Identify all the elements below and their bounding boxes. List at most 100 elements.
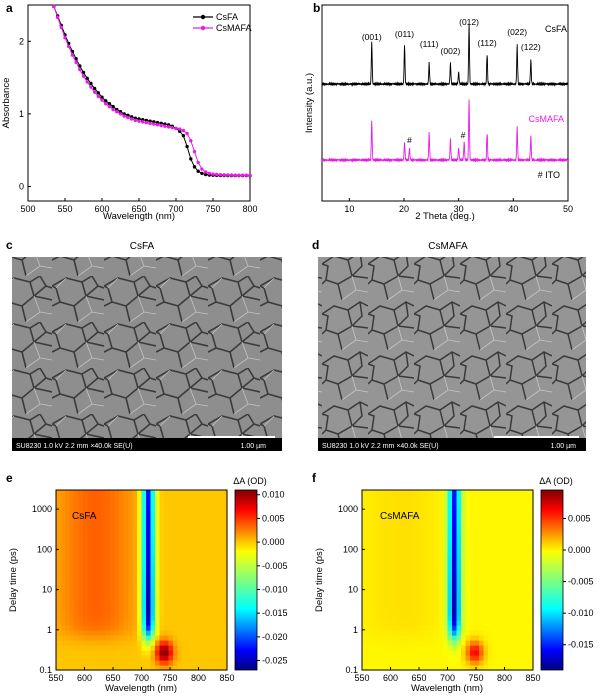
- heatmap-cell: [164, 495, 170, 501]
- heatmap-cell: [114, 495, 120, 501]
- heatmap-cell: [78, 530, 84, 536]
- heatmap-cell: [164, 500, 170, 506]
- heatmap-cell: [510, 585, 516, 591]
- heatmap-cell: [443, 525, 449, 531]
- heatmap-cell: [105, 545, 111, 551]
- heatmap-cell: [155, 585, 161, 591]
- heatmap-cell: [65, 600, 71, 606]
- heatmap-cell: [218, 565, 224, 571]
- heatmap-cell: [443, 625, 449, 631]
- heatmap-cell: [110, 605, 116, 611]
- heatmap-cell: [123, 635, 129, 641]
- heatmap-cell: [506, 555, 512, 561]
- heatmap-cell: [420, 650, 426, 656]
- heatmap-cell: [519, 615, 525, 621]
- heatmap-cell: [429, 575, 435, 581]
- heatmap-cell: [510, 555, 516, 561]
- heatmap-cell: [456, 545, 462, 551]
- heatmap-cell: [92, 540, 98, 546]
- heatmap-cell: [492, 655, 498, 661]
- heatmap-cell: [452, 640, 458, 646]
- heatmap-cell: [366, 580, 372, 586]
- heatmap-cell: [204, 660, 210, 666]
- heatmap-cell: [195, 585, 201, 591]
- legend-marker: [200, 25, 206, 31]
- heatmap-cell: [411, 590, 417, 596]
- heatmap-cell: [137, 645, 143, 651]
- heatmap-cell: [389, 565, 395, 571]
- heatmap-cell: [501, 535, 507, 541]
- heatmap-cell: [114, 525, 120, 531]
- heatmap-cell: [488, 630, 494, 636]
- heatmap-cell: [186, 495, 192, 501]
- heatmap-cell: [519, 645, 525, 651]
- heatmap-cell: [519, 510, 525, 516]
- heatmap-cell: [155, 665, 161, 671]
- heatmap-cell: [213, 540, 219, 546]
- heatmap-cell: [407, 520, 413, 526]
- heatmap-cell: [515, 555, 521, 561]
- heatmap-cell: [128, 515, 134, 521]
- heatmap-cell: [407, 575, 413, 581]
- heatmap-cell: [447, 630, 453, 636]
- heatmap-cell: [510, 490, 516, 496]
- heatmap-cell: [128, 505, 134, 511]
- heatmap-cell: [60, 530, 66, 536]
- heatmap-cell: [474, 595, 480, 601]
- heatmap-cell: [501, 520, 507, 526]
- heatmap-cell: [114, 580, 120, 586]
- heatmap-cell: [209, 580, 215, 586]
- heatmap-cell: [119, 545, 125, 551]
- heatmap-cell: [60, 575, 66, 581]
- heatmap-cell: [389, 645, 395, 651]
- data-point: [59, 25, 63, 30]
- panel-f-transient-absorption-map: f CsMAFA 550 600 650 700 750 800 850 0.1110100…: [312, 471, 594, 694]
- heatmap-cell: [524, 510, 530, 516]
- heatmap-cell: [69, 605, 75, 611]
- heatmap-cell: [123, 565, 129, 571]
- heatmap-cell: [191, 615, 197, 621]
- heatmap-cell: [474, 505, 480, 511]
- panel-label-e: e: [6, 471, 13, 485]
- heatmap-cell: [159, 500, 165, 506]
- heatmap-cell: [177, 555, 183, 561]
- heatmap-cell: [461, 585, 467, 591]
- heatmap-cell: [195, 525, 201, 531]
- heatmap-cell: [506, 510, 512, 516]
- heatmap-cell: [398, 610, 404, 616]
- heatmap-cell: [56, 595, 62, 601]
- heatmap-cell: [110, 635, 116, 641]
- heatmap-cell: [506, 490, 512, 496]
- heatmap-cell: [380, 570, 386, 576]
- heatmap-cell: [110, 645, 116, 651]
- heatmap-cell: [146, 625, 152, 631]
- heatmap-cell: [371, 625, 377, 631]
- heatmap-cell: [407, 635, 413, 641]
- heatmap-cell: [105, 630, 111, 636]
- heatmap-cell: [96, 615, 102, 621]
- heatmap-cell: [362, 505, 368, 511]
- heatmap-cell: [452, 520, 458, 526]
- heatmap-cell: [101, 555, 107, 561]
- heatmap-cell: [101, 615, 107, 621]
- heatmap-cell: [200, 490, 206, 496]
- heatmap-cell: [501, 600, 507, 606]
- heatmap-cell: [434, 570, 440, 576]
- heatmap-cell: [515, 560, 521, 566]
- heatmap-cell: [119, 530, 125, 536]
- heatmap-cell: [200, 495, 206, 501]
- heatmap-cell: [164, 645, 170, 651]
- y-tick-label: 1: [47, 625, 52, 635]
- heatmap-cell: [380, 635, 386, 641]
- heatmap-cell: [177, 590, 183, 596]
- heatmap-cell: [96, 655, 102, 661]
- heatmap-cell: [366, 585, 372, 591]
- heatmap-cell: [191, 500, 197, 506]
- heatmap-cell: [519, 595, 525, 601]
- heatmap-cell: [218, 575, 224, 581]
- heatmap-cell: [83, 530, 89, 536]
- heatmap-cell: [218, 660, 224, 666]
- heatmap-cell: [56, 610, 62, 616]
- heatmap-cell: [524, 645, 530, 651]
- heatmap-cell: [362, 640, 368, 646]
